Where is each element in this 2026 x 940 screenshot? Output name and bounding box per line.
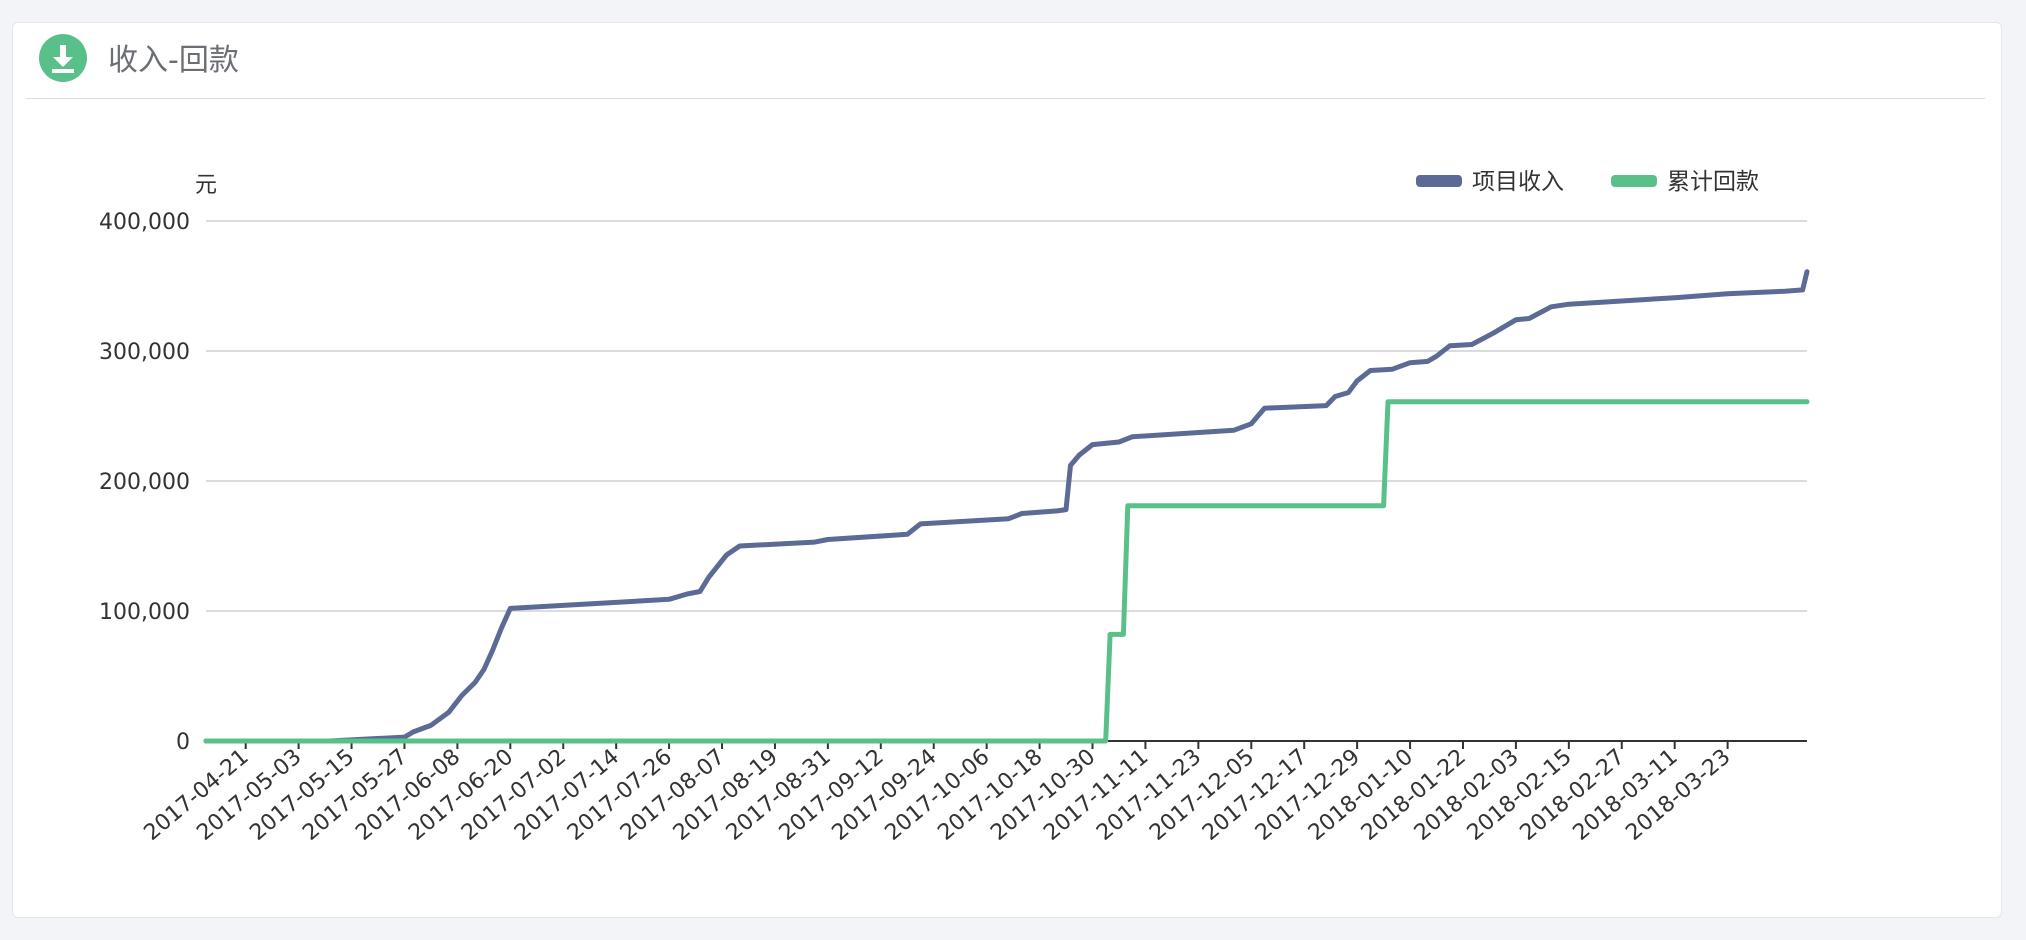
legend[interactable]: 项目收入 累计回款: [1416, 169, 1759, 195]
legend-swatch: [1416, 175, 1462, 187]
chart-panel: 收入-回款 0 100,000 200,000 300,000 400,000 2017…: [12, 22, 2002, 918]
download-icon[interactable]: [39, 34, 87, 82]
line-chart: 0 100,000 200,000 300,000 400,000 2017-04-21…: [99, 169, 1810, 846]
legend-swatch: [1611, 175, 1657, 187]
grid-lines: [206, 220, 1807, 612]
series-lines: [203, 269, 1810, 744]
panel-title: 收入-回款: [108, 43, 239, 78]
legend-item-2[interactable]: 累计回款: [1611, 169, 1759, 195]
y-axis-unit-label: 元: [195, 173, 217, 198]
series-line-2: [203, 399, 1810, 744]
y-tick-label: 0: [176, 730, 190, 755]
y-axis: 0 100,000 200,000 300,000 400,000: [99, 210, 190, 755]
y-tick-label: 100,000: [99, 600, 190, 625]
y-tick-label: 400,000: [99, 210, 190, 235]
y-tick-label: 200,000: [99, 470, 190, 495]
series-line-1: [203, 269, 1810, 744]
x-axis-ticks: 2017-04-212017-05-032017-05-152017-05-27…: [140, 741, 1735, 846]
legend-label: 累计回款: [1667, 169, 1759, 195]
panel-header: 收入-回款: [26, 23, 1985, 99]
y-tick-label: 300,000: [99, 340, 190, 365]
legend-label: 项目收入: [1472, 169, 1564, 195]
legend-item-1[interactable]: 项目收入: [1416, 169, 1564, 195]
